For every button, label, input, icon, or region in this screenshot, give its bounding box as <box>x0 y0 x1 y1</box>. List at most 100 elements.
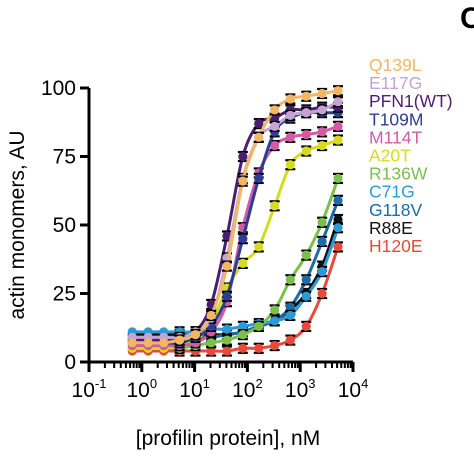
data-point <box>285 302 295 312</box>
data-point <box>317 217 327 227</box>
data-point <box>285 160 295 170</box>
x-tick-base: 10 <box>338 379 361 402</box>
x-tick-base: 10 <box>179 379 202 402</box>
x-tick-exponent: -1 <box>95 376 107 391</box>
data-point <box>333 223 343 233</box>
data-point <box>270 340 280 351</box>
data-point <box>127 338 137 348</box>
data-point <box>301 108 311 118</box>
x-tick-base: 10 <box>72 379 95 402</box>
data-point <box>285 310 295 321</box>
data-point <box>143 338 153 348</box>
data-point <box>190 330 201 340</box>
data-point <box>301 291 311 301</box>
data-point <box>222 335 232 345</box>
legend: Q139LE117GPFN1(WT)T109MM114TA20TR136WC71… <box>369 55 453 256</box>
y-tick-label: 75 <box>53 146 76 169</box>
data-point <box>270 140 280 151</box>
data-point <box>285 94 295 104</box>
data-point <box>238 321 248 331</box>
axes <box>80 86 355 372</box>
data-point <box>333 121 343 131</box>
data-point <box>270 305 280 315</box>
legend-entry: E117G <box>369 73 422 93</box>
series-layer <box>127 85 344 357</box>
data-point <box>301 129 311 140</box>
data-point <box>317 105 327 115</box>
x-tick-label: 104 <box>338 376 369 402</box>
legend-entry: Q139L <box>369 55 422 75</box>
data-point <box>317 236 327 247</box>
data-point <box>159 338 169 348</box>
x-tick-exponent: 3 <box>308 376 315 391</box>
x-tick-label: 10-1 <box>72 376 107 402</box>
data-point <box>254 343 264 353</box>
data-point <box>333 135 343 145</box>
legend-entry: PFN1(WT) <box>369 91 453 111</box>
series-line <box>132 89 339 345</box>
data-point <box>206 346 216 356</box>
data-point <box>285 275 295 285</box>
data-point <box>301 250 311 260</box>
data-point <box>238 176 248 186</box>
y-tick-label: 50 <box>53 214 76 237</box>
data-point <box>317 127 327 137</box>
data-point <box>254 132 264 142</box>
legend-entry: A20T <box>369 146 411 166</box>
data-point <box>317 88 327 99</box>
data-point <box>285 335 295 345</box>
data-point <box>333 214 343 225</box>
data-point <box>317 140 327 151</box>
data-point <box>317 288 327 299</box>
data-point <box>301 91 311 101</box>
data-point <box>254 173 264 184</box>
data-point <box>285 132 295 142</box>
y-tick-label: 0 <box>64 351 76 374</box>
x-tick-exponent: 4 <box>361 376 368 391</box>
data-point <box>333 86 343 96</box>
y-tick-label: 100 <box>41 77 76 100</box>
series-q139l <box>127 85 344 348</box>
legend-entry: C71G <box>369 182 415 202</box>
series-line <box>132 124 339 348</box>
data-point <box>254 242 264 252</box>
data-point <box>270 105 280 115</box>
data-point <box>301 146 311 156</box>
data-point <box>270 113 280 123</box>
data-point <box>222 291 232 301</box>
series-line <box>132 138 339 351</box>
data-point <box>222 231 232 241</box>
data-point <box>333 195 343 205</box>
legend-entry: T109M <box>369 109 423 129</box>
data-point <box>238 234 248 244</box>
x-tick-base: 10 <box>232 379 255 402</box>
data-point <box>301 275 311 285</box>
data-point <box>222 324 232 334</box>
data-point <box>285 110 295 120</box>
data-point <box>333 242 343 252</box>
x-tick-base: 10 <box>127 379 150 402</box>
data-point <box>254 321 264 331</box>
legend-entry: R136W <box>369 164 428 184</box>
data-point <box>238 258 248 268</box>
data-point <box>238 151 248 162</box>
data-point <box>333 173 343 184</box>
x-tick-label: 100 <box>127 376 158 402</box>
legend-entry: H120E <box>369 236 423 256</box>
data-point <box>333 97 343 107</box>
y-tick-label: 25 <box>53 283 76 306</box>
data-point <box>175 335 185 345</box>
data-point <box>238 330 248 340</box>
data-point <box>317 266 327 277</box>
panel-label: C <box>460 2 474 35</box>
data-point <box>254 119 264 129</box>
legend-entry: M114T <box>369 127 422 147</box>
data-point <box>238 343 248 353</box>
x-axis-title: [profilin protein], nM <box>136 427 320 450</box>
x-tick-label: 103 <box>285 376 316 402</box>
x-tick-label: 101 <box>179 376 210 402</box>
x-tick-exponent: 2 <box>255 376 262 391</box>
data-point <box>270 316 280 326</box>
data-point <box>206 338 216 348</box>
